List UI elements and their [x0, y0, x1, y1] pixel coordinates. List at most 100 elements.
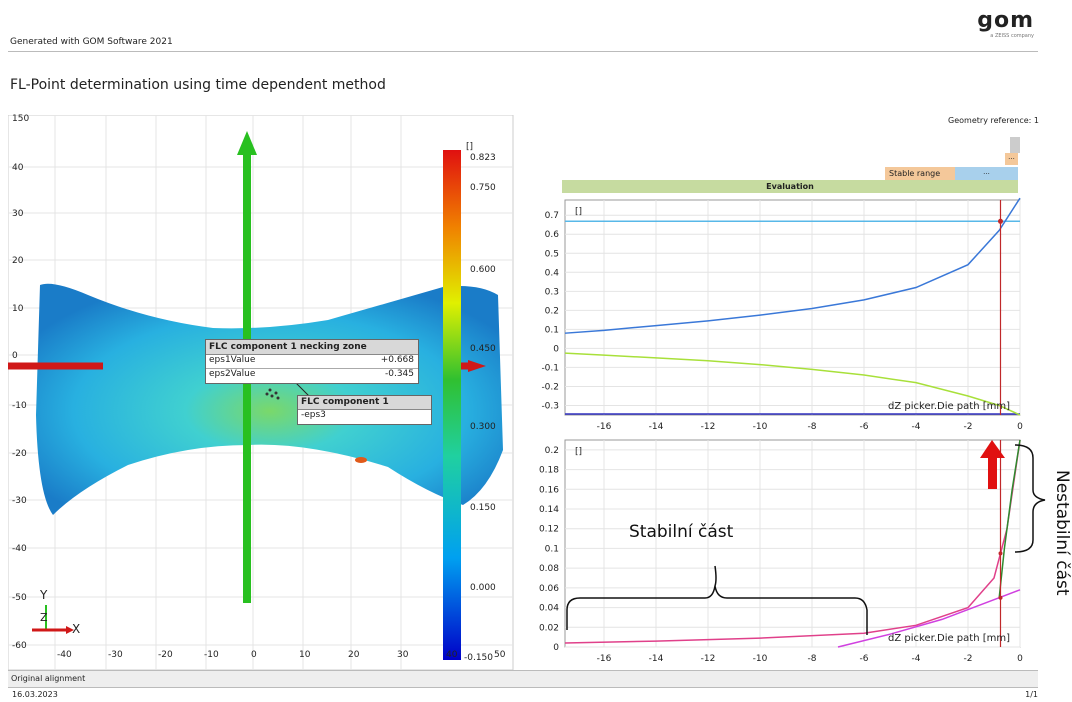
- chart-unit: []: [575, 447, 582, 457]
- y-tick-label: -0.3: [541, 401, 559, 411]
- evaluation-bar[interactable]: Evaluation: [562, 180, 1018, 193]
- series-line: [564, 352, 1021, 416]
- tooltip-row-value: -0.345: [384, 369, 414, 379]
- stable-range-bar[interactable]: Stable range: [885, 167, 955, 180]
- colorbar-label: 0.600: [470, 265, 496, 275]
- map-y-tick: -10: [12, 401, 27, 411]
- colorbar-label: 0.150: [470, 503, 496, 513]
- logo-subtitle: a ZEISS company: [990, 33, 1034, 39]
- x-tick-label: -6: [860, 422, 869, 432]
- y-tick-label: 0.14: [539, 505, 559, 515]
- x-tick-label: -4: [912, 654, 921, 664]
- stable-brace: [566, 565, 868, 635]
- colorbar-label: -0.150: [464, 653, 494, 663]
- map-x-tick: -10: [204, 650, 219, 660]
- y-tick-label: 0.08: [539, 564, 559, 574]
- tooltip-row-name: -eps3: [301, 410, 326, 420]
- x-tick-label: -14: [649, 422, 664, 432]
- series-line: [564, 439, 1021, 644]
- x-axis-label: dZ picker.Die path [mm]: [888, 633, 1010, 644]
- flc-component-tooltip[interactable]: FLC component 1 -eps3: [297, 395, 432, 425]
- y-tick-label: -0.2: [541, 382, 559, 392]
- y-tick-label: 0.4: [545, 268, 560, 278]
- y-tick-label: 0.6: [545, 230, 560, 240]
- necking-zone-tooltip[interactable]: FLC component 1 necking zone eps1Value +…: [205, 339, 419, 384]
- y-tick-label: 0.1: [545, 325, 559, 335]
- y-tick-label: 0.2: [545, 306, 559, 316]
- colorbar-label: 0.000: [470, 583, 496, 593]
- series-line: [564, 197, 1021, 334]
- gom-logo: gom: [977, 8, 1034, 33]
- plot-area: [564, 439, 1021, 648]
- x-tick-label: -12: [701, 654, 716, 664]
- strain-map-view[interactable]: [8, 115, 520, 670]
- map-x-tick: -40: [57, 650, 72, 660]
- colorbar-label-overlap: 50: [494, 650, 506, 660]
- y-tick-label: 0.12: [539, 525, 559, 535]
- map-x-tick: -20: [158, 650, 173, 660]
- x-tick-label: -16: [597, 422, 612, 432]
- y-tick-label: -0.1: [541, 363, 559, 373]
- map-y-tick: 0: [12, 351, 18, 361]
- chart-unit: []: [575, 207, 582, 217]
- color-scale-bar: [443, 150, 461, 660]
- eps-chart[interactable]: -16 -14 -12 -10 -8 -6 -4 -2 0 0.7 0.6 0.5 0.4 0.3 0.2 0…: [520, 195, 1030, 435]
- colorbar-label: 0.450: [470, 344, 496, 354]
- x-tick-label: -10: [753, 654, 768, 664]
- colorbar-label: 0.823: [470, 153, 496, 163]
- map-x-tick: 40: [446, 650, 458, 660]
- thinning-chart[interactable]: -16 -14 -12 -10 -8 -6 -4 -2 0 0.2 0.18 0.16 0.14 0.12…: [520, 435, 1030, 670]
- x-tick-label: -8: [808, 654, 817, 664]
- tooltip-row-name: eps2Value: [209, 369, 256, 379]
- y-tick-label: 0.06: [539, 584, 559, 594]
- page-title: FL-Point determination using time depend…: [10, 77, 386, 93]
- x-tick-label: -2: [964, 654, 973, 664]
- y-tick-label: 0: [553, 344, 559, 354]
- x-tick-label: -4: [912, 422, 921, 432]
- annotation-overlay: [566, 440, 1046, 635]
- tooltip-row-value: +0.668: [380, 355, 414, 365]
- x-tick-label: -6: [860, 654, 869, 664]
- alignment-label: Original alignment: [11, 674, 86, 683]
- page-number: 1/1: [1025, 690, 1038, 699]
- y-tick-label: 0: [553, 643, 559, 653]
- header-divider: [8, 51, 1038, 52]
- x-tick-label: -2: [964, 422, 973, 432]
- x-tick-label: -8: [808, 422, 817, 432]
- map-x-tick: 30: [397, 650, 409, 660]
- intersection-point: [998, 218, 1003, 224]
- x-axis-label: dZ picker.Die path [mm]: [888, 401, 1010, 412]
- tooltip-title: FLC component 1 necking zone: [206, 340, 418, 355]
- x-tick-label: 0: [1017, 422, 1023, 432]
- range-scroll-handle[interactable]: [1010, 137, 1020, 153]
- axis-z-label: Z: [40, 611, 48, 624]
- x-tick-label: -10: [753, 422, 768, 432]
- y-tick-label: 0.2: [545, 446, 559, 456]
- geometry-reference: Geometry reference: 1: [948, 116, 1039, 125]
- blue-range-bar[interactable]: ...: [955, 167, 1018, 180]
- alignment-bar: Original alignment: [8, 670, 1038, 688]
- y-tick-label: 0.7: [545, 211, 559, 221]
- colorbar-label: 0.300: [470, 422, 496, 432]
- map-y-tick: -50: [12, 593, 27, 603]
- map-y-tick: -30: [12, 496, 27, 506]
- map-y-tick: 20: [12, 256, 24, 266]
- colorbar-unit: []: [466, 142, 474, 152]
- y-tick-label: 0.3: [545, 287, 559, 297]
- map-x-tick: -30: [108, 650, 123, 660]
- intersection-point: [998, 595, 1003, 600]
- map-y-tick: -40: [12, 544, 27, 554]
- map-y-tick: -20: [12, 449, 27, 459]
- stable-annotation: Stabilní část: [629, 522, 734, 542]
- tooltip-title: FLC component 1: [298, 396, 431, 410]
- y-tick-label: 0.16: [539, 485, 559, 495]
- map-y-tick: -60: [12, 641, 27, 651]
- series-line: [837, 589, 1021, 648]
- map-y-tick: 30: [12, 209, 24, 219]
- y-tick-label: 0.5: [545, 249, 559, 259]
- range-more-button[interactable]: ...: [1005, 153, 1018, 165]
- red-up-arrow: [988, 454, 997, 489]
- series-line: [998, 439, 1021, 598]
- tooltip-row-name: eps1Value: [209, 355, 256, 365]
- report-date: 16.03.2023: [12, 690, 58, 699]
